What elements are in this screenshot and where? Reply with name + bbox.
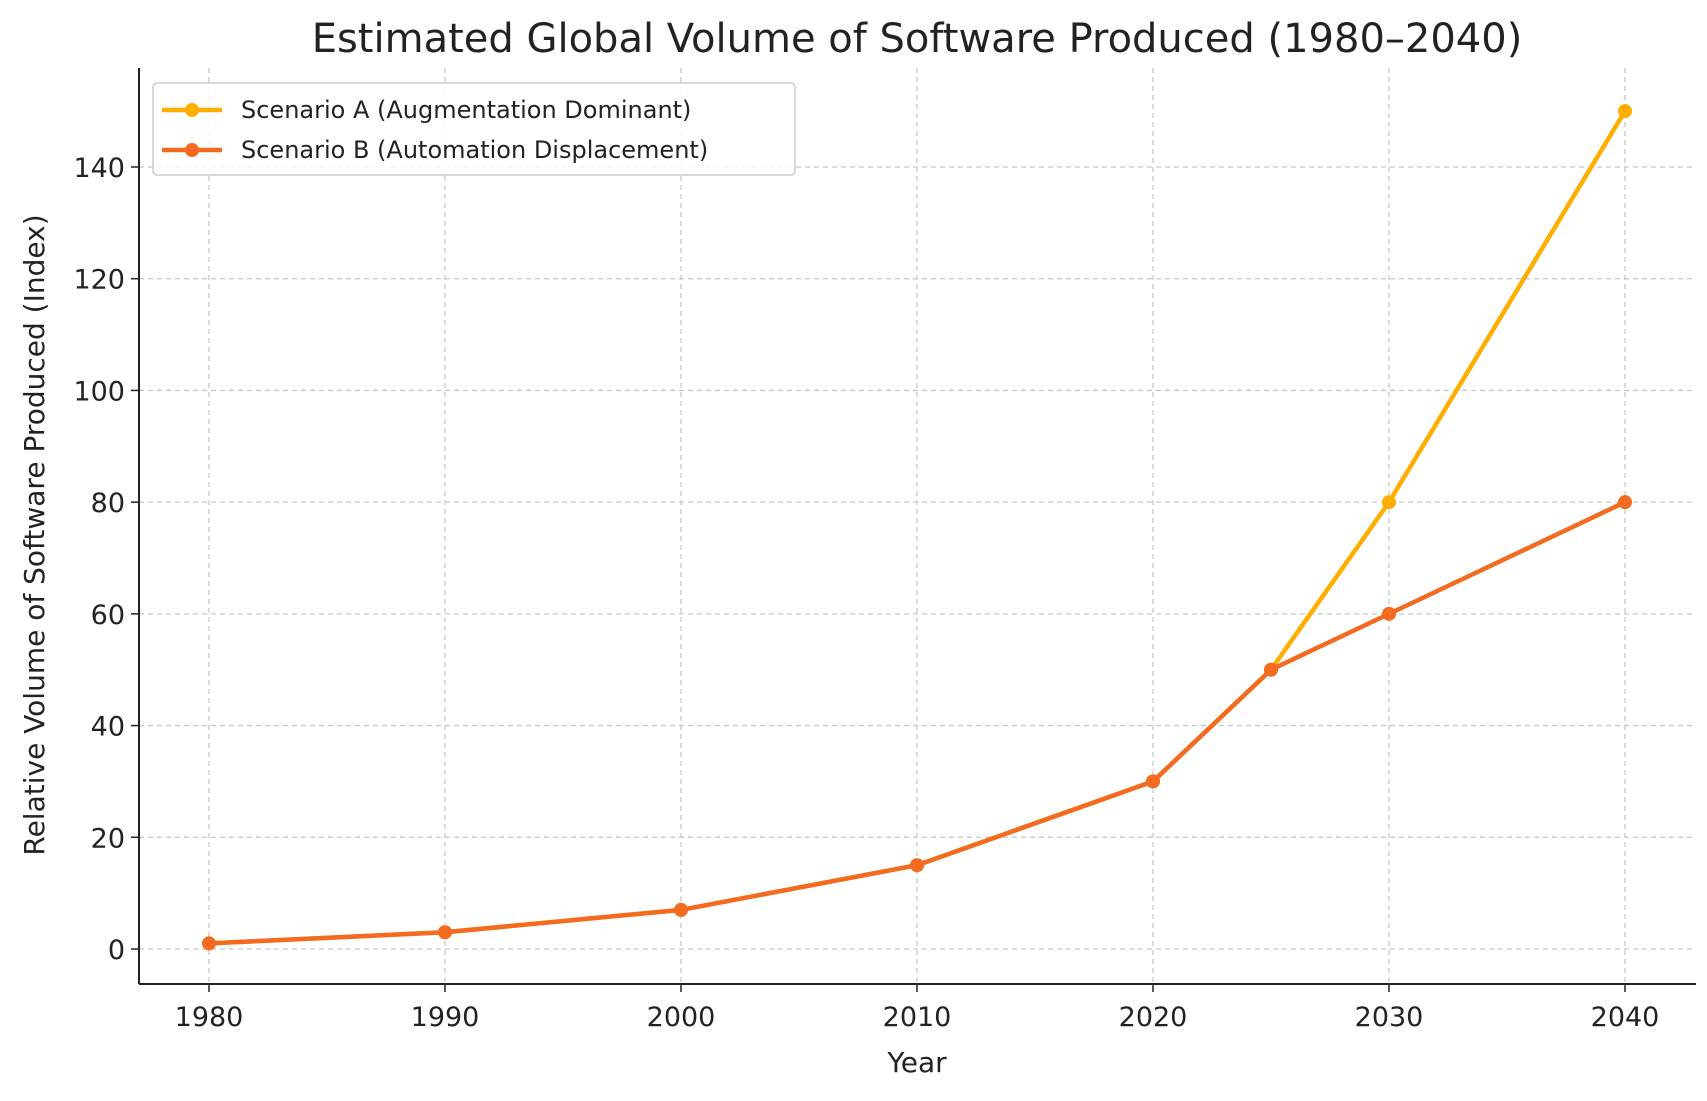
data-point [438,925,452,940]
legend-marker [185,143,199,157]
x-tick-label: 1980 [175,1002,244,1033]
data-point [202,936,216,951]
legend: Scenario A (Augmentation Dominant) Scenar… [152,82,796,176]
data-point [1146,774,1160,789]
legend-label: Scenario B (Automation Displacement) [241,136,708,164]
series-layer [202,104,1632,951]
data-point [674,902,688,917]
y-tick-label: 80 [91,488,125,519]
y-tick-label: 120 [73,265,125,296]
axes: 1980 1990 2000 2010 2020 2030 2040020406080100… [73,68,1696,1033]
data-point [910,858,924,873]
series-b [202,495,1632,951]
x-tick-label: 2040 [1591,1002,1660,1033]
legend-box [152,82,796,176]
data-point [1382,495,1396,510]
y-tick-label: 40 [91,712,125,743]
data-point [1618,104,1632,119]
y-tick-label: 20 [91,823,125,854]
y-axis-label: Relative Volume of Software Produced (In… [18,214,51,855]
x-tick-label: 1990 [411,1002,480,1033]
legend-marker [185,103,199,117]
grid [139,68,1696,984]
data-point [1382,606,1396,621]
series-line [208,500,1626,946]
data-point [1264,662,1278,677]
y-tick-label: 100 [73,376,125,407]
y-tick-label: 60 [91,600,125,631]
y-tick-label: 0 [108,935,125,966]
y-tick-label: 140 [73,153,125,184]
x-tick-label: 2020 [1119,1002,1188,1033]
chart-title: Estimated Global Volume of Software Prod… [312,16,1523,62]
x-tick-label: 2010 [883,1002,952,1033]
data-point [1618,495,1632,510]
legend-label: Scenario A (Augmentation Dominant) [241,96,691,124]
x-axis-label: Year [886,1046,947,1079]
x-tick-label: 2000 [647,1002,716,1033]
x-tick-label: 2030 [1355,1002,1424,1033]
